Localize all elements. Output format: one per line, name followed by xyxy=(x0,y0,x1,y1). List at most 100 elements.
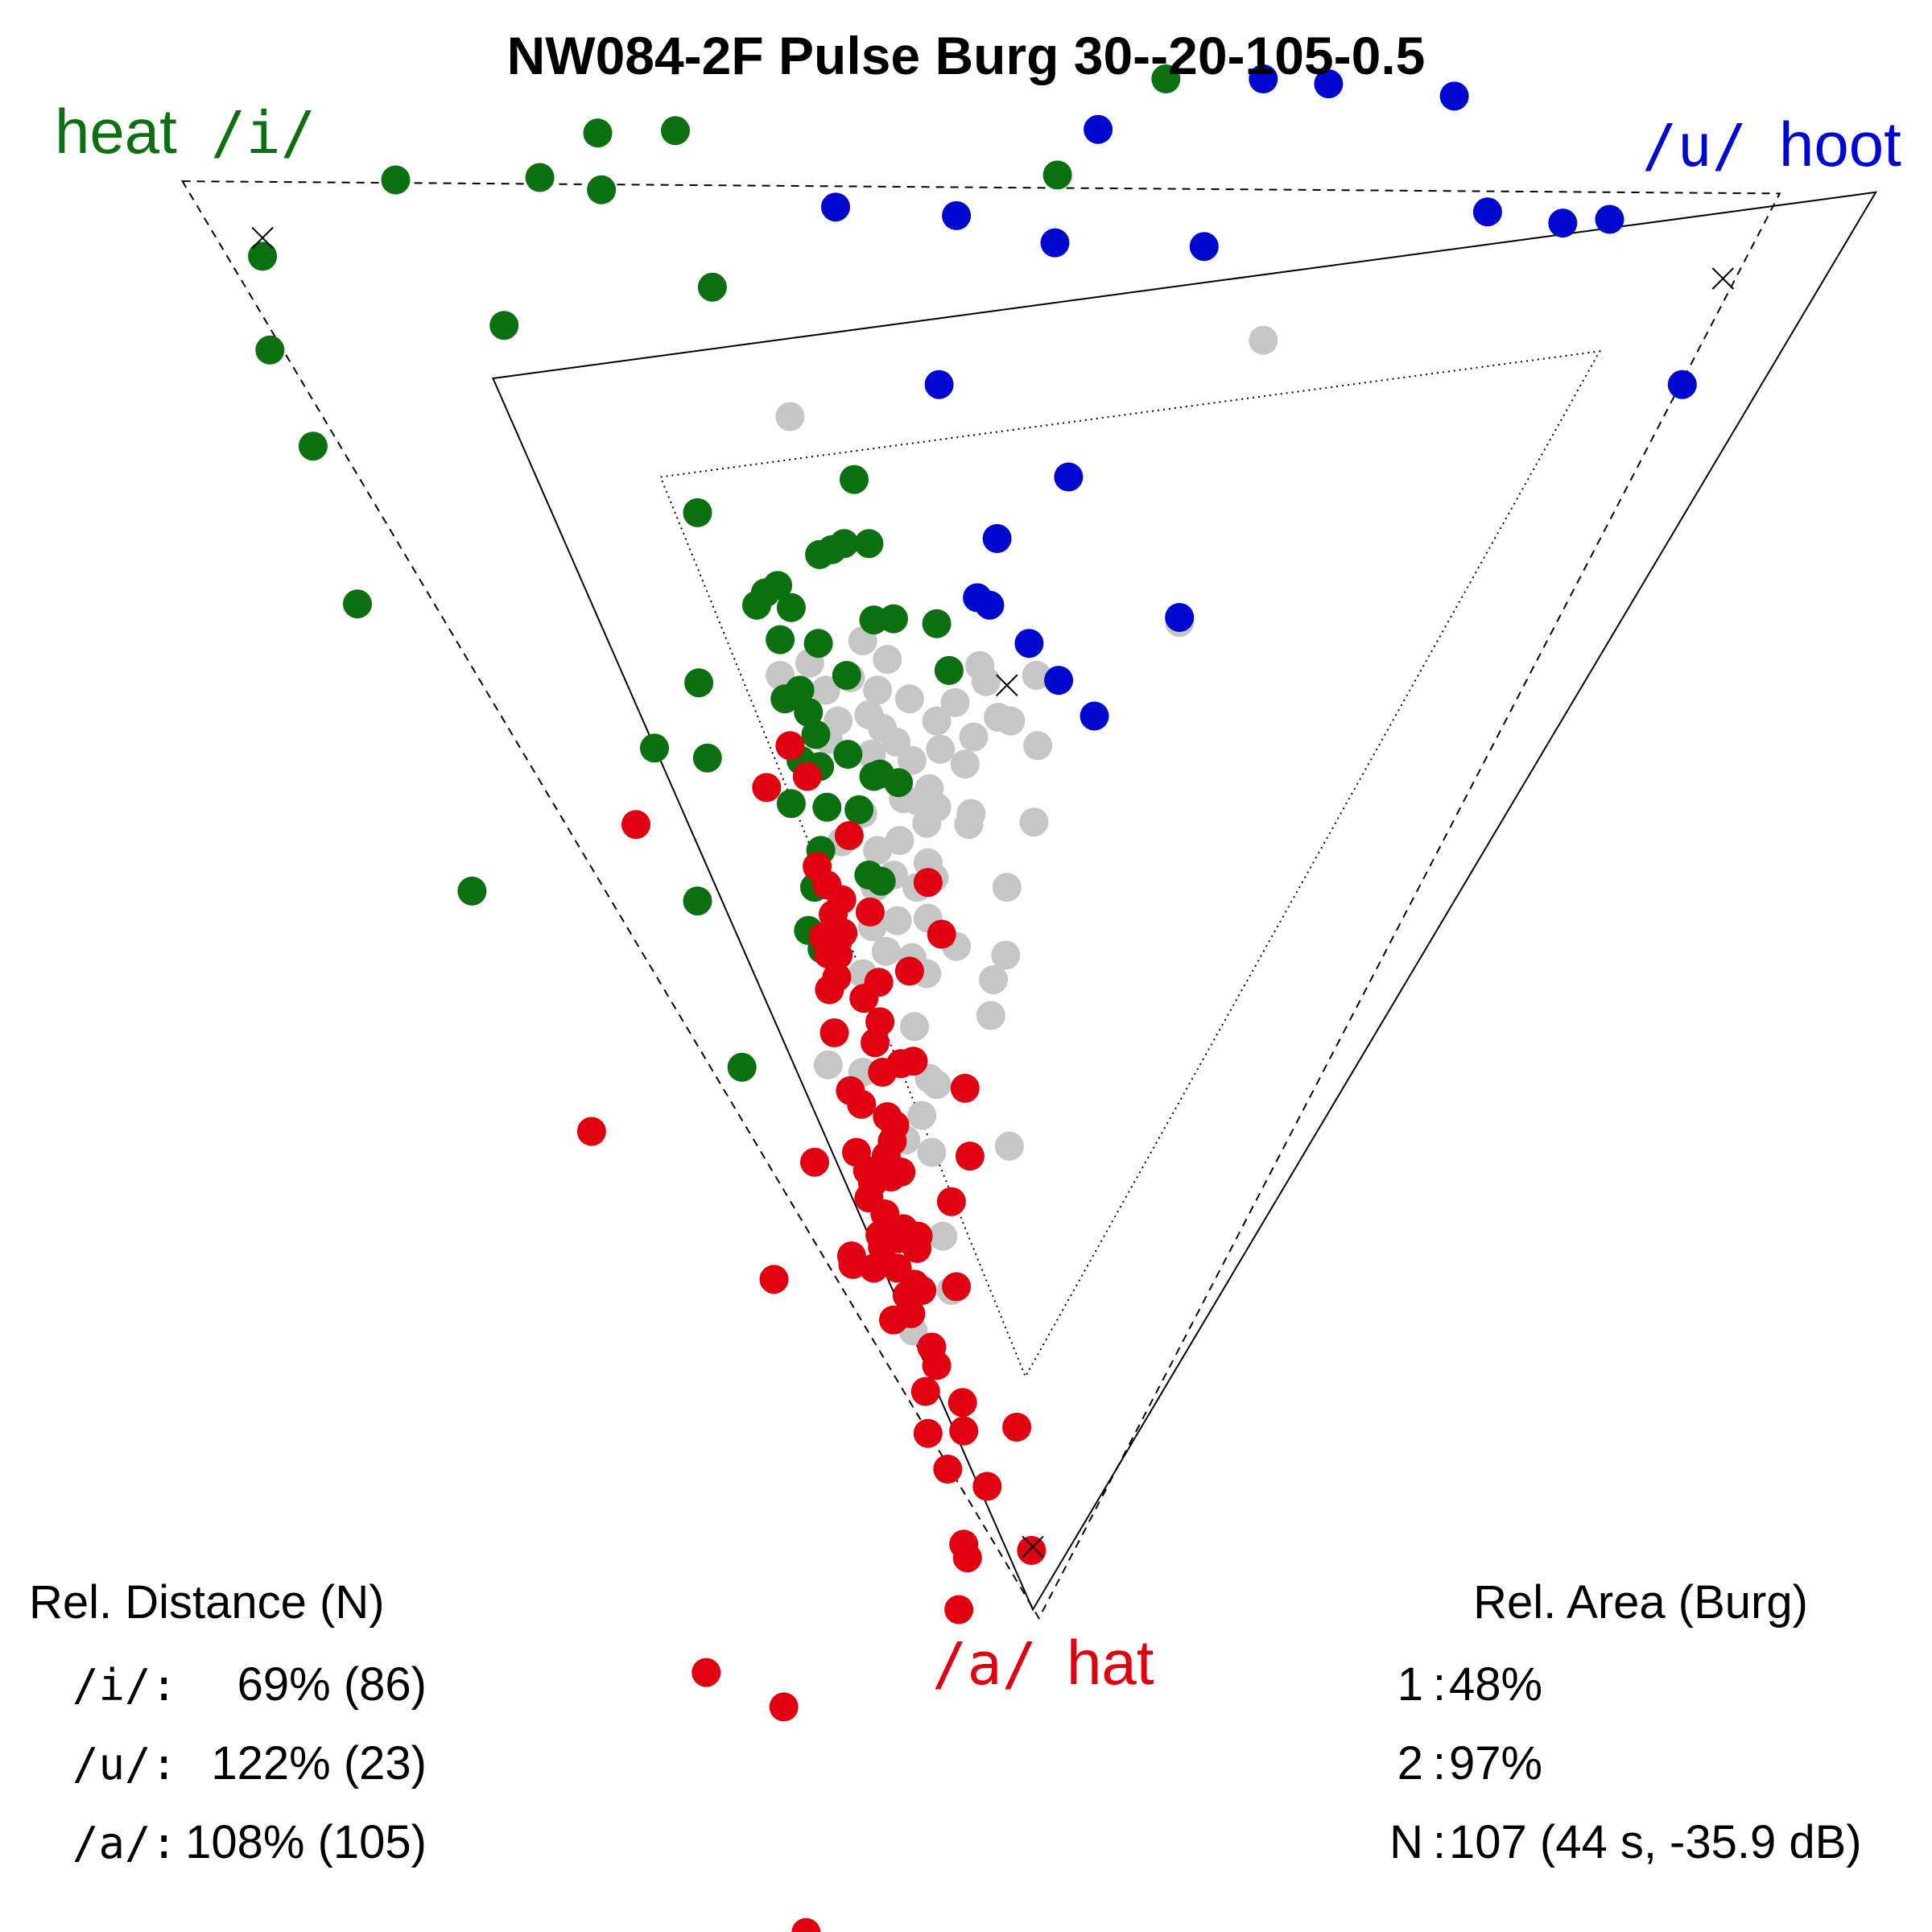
point-other-54 xyxy=(917,1137,947,1167)
point-other-55 xyxy=(994,1131,1024,1161)
point-a-22 xyxy=(864,968,894,997)
point-a-35 xyxy=(913,868,943,898)
rel-area-n-colon: : xyxy=(1433,1816,1446,1868)
point-u-7 xyxy=(1040,228,1070,258)
point-a-72 xyxy=(838,1249,868,1279)
rel-area-1-key: 1 xyxy=(1397,1658,1423,1711)
point-other-13 xyxy=(1023,731,1053,761)
rel-area-n-key: N xyxy=(1389,1816,1423,1868)
point-a-78 xyxy=(819,900,848,929)
point-u-9 xyxy=(1054,462,1084,492)
point-a-7 xyxy=(791,1918,821,1932)
point-a-39 xyxy=(927,919,956,949)
point-a-53 xyxy=(792,762,822,791)
reference-triangles xyxy=(180,180,1878,1620)
point-a-42 xyxy=(942,1272,972,1302)
point-a-47 xyxy=(950,1073,980,1103)
rel-area-n-value: 107 (44 s, -35.9 dB) xyxy=(1449,1816,1862,1868)
point-a-40 xyxy=(933,1455,963,1484)
point-other-62 xyxy=(1022,661,1051,690)
point-i-7 xyxy=(525,163,555,192)
point-a-46 xyxy=(949,1416,979,1446)
point-other-57 xyxy=(813,1050,843,1080)
point-i-37 xyxy=(884,768,914,798)
point-a-8 xyxy=(800,1147,829,1177)
point-i-41 xyxy=(1151,64,1181,93)
point-other-63 xyxy=(984,703,1013,732)
point-other-29 xyxy=(885,826,914,856)
label-heat-word: heat xyxy=(55,96,177,167)
point-i-10 xyxy=(640,733,669,763)
point-other-19 xyxy=(811,675,840,705)
point-other-5 xyxy=(873,645,902,675)
label-hat-word: hat xyxy=(1067,1627,1154,1698)
point-other-68 xyxy=(903,786,933,816)
point-i-2 xyxy=(298,431,328,461)
point-other-14 xyxy=(959,722,989,752)
point-a-4 xyxy=(759,1265,789,1294)
point-i-24 xyxy=(785,675,815,705)
point-other-45 xyxy=(1019,807,1049,837)
label-heat-ipa: /i/ xyxy=(211,99,316,167)
point-u-6 xyxy=(1014,629,1044,658)
point-i-11 xyxy=(661,116,690,146)
point-i-16 xyxy=(697,272,727,302)
point-a-70 xyxy=(903,1221,933,1251)
point-i-17 xyxy=(727,1052,757,1082)
point-a-66 xyxy=(868,1058,898,1087)
rel-area-block: Rel. Area (Burg) 1 : 48% 2 : 97% N : 107… xyxy=(1389,1576,1862,1868)
point-a-68 xyxy=(871,1141,901,1171)
point-i-26 xyxy=(801,720,831,749)
point-a-6 xyxy=(775,731,805,761)
point-other-6 xyxy=(863,675,893,705)
point-other-49 xyxy=(900,1012,929,1042)
point-u-0 xyxy=(821,192,850,222)
point-i-3 xyxy=(343,589,372,619)
rel-area-heading: Rel. Area (Burg) xyxy=(1473,1576,1808,1629)
rel-area-1-value: 48% xyxy=(1449,1658,1542,1711)
point-a-15 xyxy=(834,821,864,850)
point-u-10 xyxy=(1080,701,1109,731)
point-a-67 xyxy=(880,1110,910,1140)
point-a-52 xyxy=(1017,1536,1046,1565)
point-u-18 xyxy=(1548,208,1578,238)
label-hoot-word: hoot xyxy=(1779,109,1901,180)
point-i-20 xyxy=(763,571,793,601)
point-i-6 xyxy=(489,311,519,341)
label-hat: /a/ hat xyxy=(932,1627,1154,1698)
point-other-26 xyxy=(950,749,980,779)
point-other-35 xyxy=(882,906,912,935)
point-a-75 xyxy=(822,963,852,993)
point-other-42 xyxy=(979,965,1008,995)
point-a-51 xyxy=(1002,1412,1032,1442)
point-i-9 xyxy=(587,175,617,204)
point-u-15 xyxy=(1314,69,1344,99)
rel-area-2-key: 2 xyxy=(1397,1737,1423,1790)
point-a-31 xyxy=(894,956,924,986)
rel-distance-a-label: /a/: xyxy=(72,1818,177,1868)
point-i-15 xyxy=(692,743,722,773)
rel-area-1-colon: : xyxy=(1433,1658,1446,1711)
point-a-2 xyxy=(691,1657,721,1687)
point-i-21 xyxy=(766,625,795,654)
centroid-marker-3 xyxy=(1711,267,1735,290)
point-a-55 xyxy=(847,1089,877,1119)
point-u-12 xyxy=(1165,603,1195,632)
point-i-47 xyxy=(859,762,889,791)
point-u-5 xyxy=(982,524,1012,553)
point-i-8 xyxy=(583,118,613,148)
point-other-15 xyxy=(926,734,956,764)
solid-triangle xyxy=(491,191,1878,1612)
point-u-14 xyxy=(1249,64,1278,93)
point-a-74 xyxy=(861,1028,890,1058)
point-other-30 xyxy=(863,836,893,865)
point-other-56 xyxy=(928,1221,958,1251)
point-a-44 xyxy=(947,1388,977,1418)
point-i-31 xyxy=(832,661,861,690)
label-hat-ipa: /a/ xyxy=(932,1630,1037,1698)
point-other-1 xyxy=(1249,325,1278,355)
rel-distance-i-value: 69% (86) xyxy=(237,1658,427,1711)
point-other-44 xyxy=(992,873,1022,902)
point-a-50 xyxy=(972,1472,1002,1501)
